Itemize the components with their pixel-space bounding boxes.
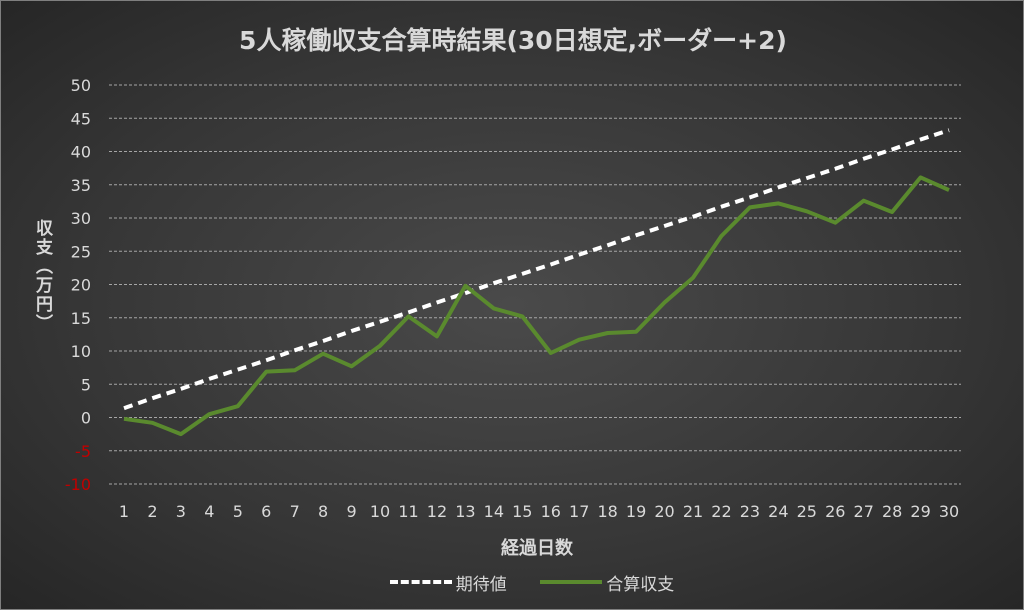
y-tick-label: 30 <box>71 209 91 228</box>
x-tick-label: 20 <box>654 502 674 521</box>
y-axis-label: 収支（万円） <box>32 219 52 333</box>
y-tick-label: 25 <box>71 242 91 261</box>
y-tick-label: 20 <box>71 276 91 295</box>
series-line-combined <box>123 175 950 437</box>
x-tick-label: 27 <box>854 502 874 521</box>
y-tick-label: 45 <box>71 109 91 128</box>
x-tick-label: 7 <box>290 502 300 521</box>
y-tick-label: 35 <box>71 176 91 195</box>
legend-item-expected: 期待値 <box>389 570 507 595</box>
x-tick-label: 26 <box>825 502 845 521</box>
legend-label-expected: 期待値 <box>455 574 507 595</box>
y-tick-label: 5 <box>81 375 91 394</box>
legend-swatch-solid <box>540 580 603 584</box>
x-tick-label: 23 <box>740 502 760 521</box>
x-tick-label: 6 <box>261 502 271 521</box>
x-tick-label: 12 <box>427 502 447 521</box>
x-tick-label: 28 <box>882 502 902 521</box>
x-tick-label: 4 <box>204 502 214 521</box>
y-tick-label: -10 <box>65 475 91 494</box>
x-tick-label: 11 <box>398 502 418 521</box>
x-tick-label: 5 <box>233 502 243 521</box>
y-tick-label: -5 <box>75 442 91 461</box>
x-tick-label: 9 <box>347 502 357 521</box>
y-tick-label: 40 <box>71 143 91 162</box>
x-tick-label: 18 <box>597 502 617 521</box>
y-tick-label: 15 <box>71 309 91 328</box>
x-tick-label: 25 <box>797 502 817 521</box>
y-tick-label: 10 <box>71 342 91 361</box>
x-axis-label: 経過日数 <box>501 538 573 559</box>
chart-title: 5人稼働収支合算時結果(30日想定,ボーダー+2) <box>239 26 787 55</box>
x-tick-label: 17 <box>569 502 589 521</box>
y-tick-label: 50 <box>71 76 91 95</box>
legend-item-combined: 合算収支 <box>540 570 674 595</box>
legend: 期待値 合算収支 <box>1 569 1024 595</box>
x-tick-label: 10 <box>370 502 390 521</box>
legend-swatch-dashed <box>389 580 452 584</box>
x-tick-label: 24 <box>768 502 788 521</box>
x-tick-label: 21 <box>683 502 703 521</box>
x-tick-label: 29 <box>910 502 930 521</box>
x-tick-label: 22 <box>711 502 731 521</box>
x-tick-label: 2 <box>147 502 157 521</box>
legend-label-combined: 合算収支 <box>606 574 675 595</box>
x-tick-label: 3 <box>176 502 186 521</box>
y-tick-label: 0 <box>81 409 91 428</box>
x-tick-labels: 1 2 3 4 5 6 7 8 9 10 11 12 13 14 15 16 17 18 19 20 21 22 23 24 2… <box>119 502 959 521</box>
x-tick-label: 8 <box>318 502 328 521</box>
series-layer <box>123 128 950 437</box>
grid-layer <box>109 84 961 485</box>
series-line-expected <box>123 128 950 411</box>
x-tick-label: 14 <box>484 502 504 521</box>
x-tick-label: 30 <box>939 502 959 521</box>
x-tick-label: 15 <box>512 502 532 521</box>
x-tick-label: 1 <box>119 502 129 521</box>
x-tick-label: 16 <box>541 502 561 521</box>
x-tick-label: 13 <box>455 502 475 521</box>
x-tick-label: 19 <box>626 502 646 521</box>
